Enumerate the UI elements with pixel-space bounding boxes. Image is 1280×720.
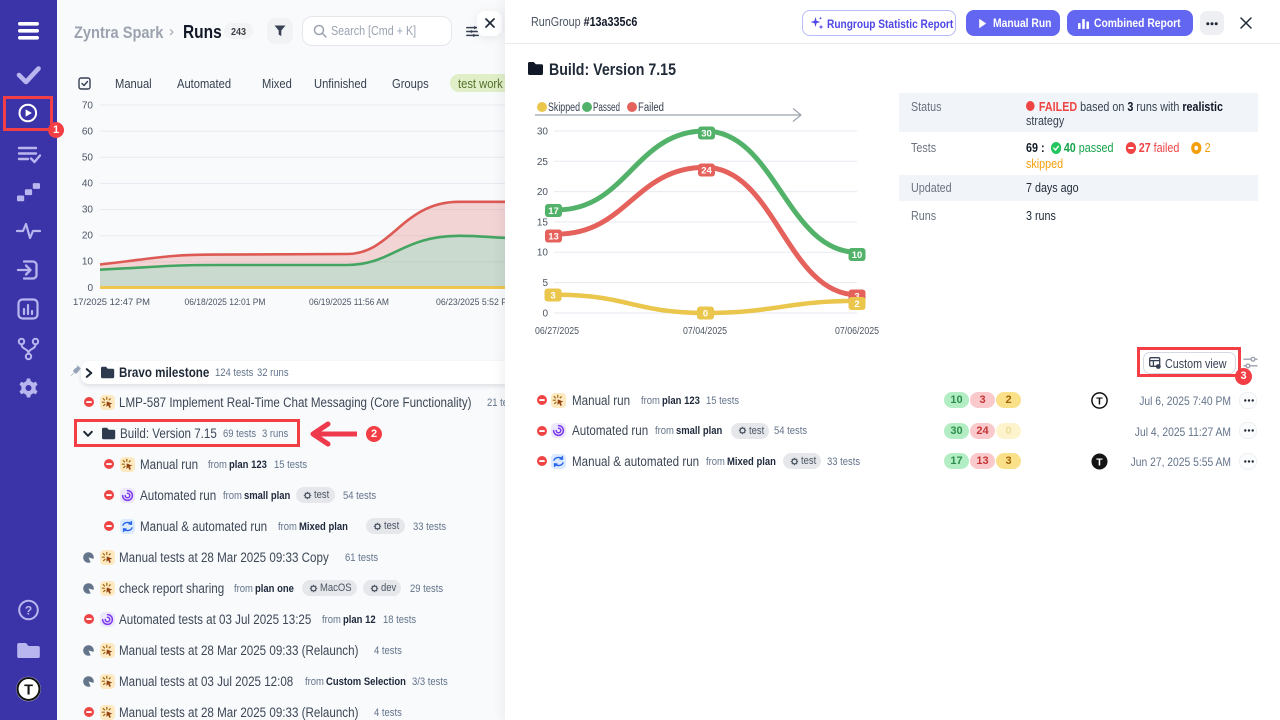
svg-text:50: 50 — [82, 153, 94, 164]
svg-text:Skipped: Skipped — [548, 102, 580, 114]
svg-text:T: T — [1096, 456, 1103, 468]
svg-text:17: 17 — [548, 206, 559, 217]
svg-text:0: 0 — [703, 308, 708, 319]
svg-text:?: ? — [25, 604, 32, 618]
svg-text:30: 30 — [701, 128, 712, 139]
svg-text:20: 20 — [537, 187, 549, 198]
svg-text:T: T — [1096, 395, 1103, 407]
svg-text:30: 30 — [82, 205, 94, 216]
svg-text:0: 0 — [542, 309, 548, 320]
svg-text:T: T — [24, 683, 33, 699]
svg-text:70: 70 — [82, 101, 94, 112]
svg-text:3: 3 — [854, 291, 859, 302]
svg-text:3: 3 — [550, 290, 555, 301]
svg-text:10: 10 — [537, 248, 549, 259]
svg-text:40: 40 — [82, 179, 94, 190]
svg-text:0: 0 — [87, 283, 93, 294]
svg-text:10: 10 — [852, 250, 863, 261]
svg-text:20: 20 — [82, 231, 94, 242]
svg-text:2: 2 — [854, 299, 859, 310]
svg-text:07/06/2025: 07/06/2025 — [835, 326, 879, 337]
svg-text:06/18/2025 12:01 PM: 06/18/2025 12:01 PM — [185, 297, 266, 308]
svg-text:13: 13 — [548, 231, 559, 242]
svg-text:5: 5 — [542, 278, 548, 289]
svg-text:06/19/2025 11:56 AM: 06/19/2025 11:56 AM — [309, 297, 389, 308]
svg-text:10: 10 — [82, 257, 94, 268]
svg-text:07/04/2025: 07/04/2025 — [683, 326, 727, 337]
svg-text:Passed: Passed — [593, 102, 620, 114]
svg-text:60: 60 — [82, 127, 94, 138]
svg-text:25: 25 — [537, 157, 549, 168]
svg-text:17/2025 12:47 PM: 17/2025 12:47 PM — [73, 297, 150, 308]
svg-text:24: 24 — [701, 165, 712, 176]
svg-text:06/23/2025 5:52 P: 06/23/2025 5:52 P — [436, 297, 507, 308]
svg-text:15: 15 — [537, 217, 549, 228]
svg-text:Failed: Failed — [638, 102, 664, 114]
svg-text:06/27/2025: 06/27/2025 — [535, 326, 579, 337]
svg-text:30: 30 — [537, 127, 549, 138]
